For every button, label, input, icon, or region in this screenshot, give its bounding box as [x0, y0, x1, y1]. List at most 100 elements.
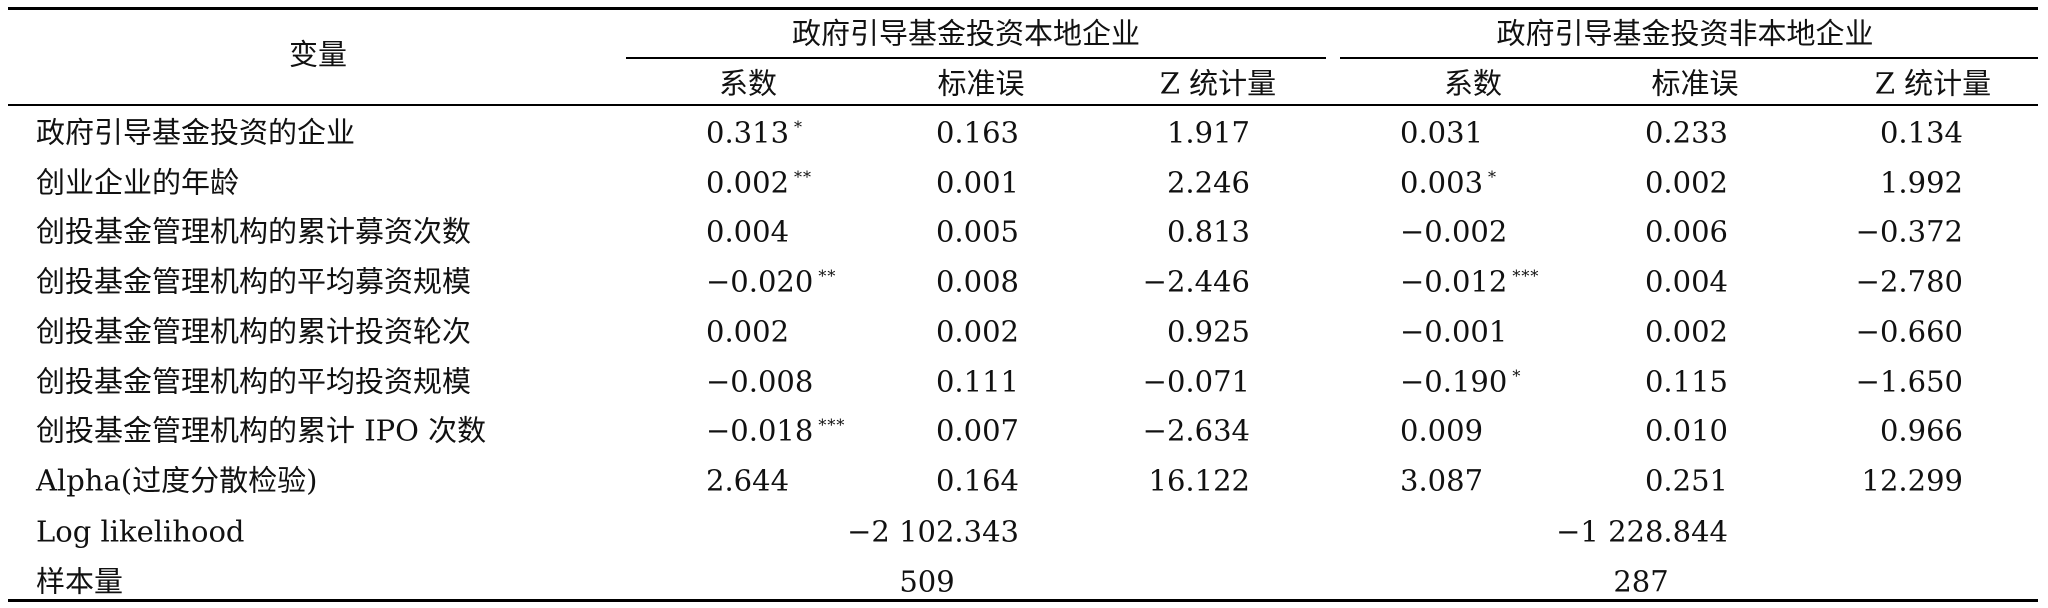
cell-local-coef: 2.644 [706, 463, 794, 498]
cell-nonlocal-z: 0.134 [1879, 115, 1963, 150]
row-label: 政府引导基金投资的企业 [36, 115, 356, 150]
header-local-se: 标准误 [937, 66, 1025, 101]
cell-nonlocal-se: 0.010 [1644, 413, 1728, 448]
coef-value: −0.012 [1400, 264, 1508, 299]
cell-nonlocal-se: 0.251 [1644, 463, 1728, 498]
cell-nonlocal-z: 12.299 [1861, 463, 1963, 498]
cell-nonlocal-coef: −0.012 *** [1400, 264, 1540, 299]
cell-nonlocal-z: 1.992 [1879, 165, 1963, 200]
coef-value: −0.020 [706, 264, 814, 299]
cell-nonlocal-se: 0.115 [1644, 364, 1728, 399]
loglik-nonlocal: −1 228.844 [1556, 514, 1728, 549]
cell-nonlocal-coef: 3.087 [1400, 463, 1488, 498]
coef-value: −0.190 [1400, 364, 1508, 399]
cell-nonlocal-coef: 0.003 * [1400, 165, 1498, 200]
cell-local-se: 0.111 [935, 364, 1019, 399]
cell-nonlocal-z: −0.660 [1855, 314, 1963, 349]
cell-local-coef: 0.002 ** [706, 165, 813, 200]
row-label: 创投基金管理机构的累计投资轮次 [36, 314, 472, 349]
cell-local-coef: −0.008 [706, 364, 818, 399]
cell-local-se: 0.007 [935, 413, 1019, 448]
cell-nonlocal-coef: 0.009 [1400, 413, 1488, 448]
cell-local-coef: 0.004 [706, 214, 794, 249]
cell-nonlocal-se: 0.233 [1644, 115, 1728, 150]
cell-local-se: 0.005 [935, 214, 1019, 249]
coef-value: 3.087 [1400, 463, 1484, 498]
cell-nonlocal-coef: −0.002 [1400, 214, 1512, 249]
coef-value: 0.002 [706, 165, 790, 200]
cell-local-z: 0.925 [1166, 314, 1250, 349]
row-label: 创业企业的年龄 [36, 165, 240, 200]
cell-local-coef: 0.002 [706, 314, 794, 349]
cell-nonlocal-z: 0.966 [1879, 413, 1963, 448]
significance-stars: ** [794, 167, 813, 187]
loglik-label: Log likelihood [36, 514, 245, 549]
n-nonlocal: 287 [1613, 564, 1669, 599]
header-rule [8, 104, 2038, 106]
coef-value: 0.009 [1400, 413, 1484, 448]
group-local-underline [626, 57, 1326, 59]
coef-value: −0.018 [706, 413, 814, 448]
significance-stars: *** [818, 415, 846, 435]
cell-local-z: 16.122 [1148, 463, 1250, 498]
cell-local-se: 0.163 [935, 115, 1019, 150]
header-group-nonlocal: 政府引导基金投资非本地企业 [1496, 16, 1874, 51]
cell-nonlocal-se: 0.004 [1644, 264, 1728, 299]
significance-stars: * [794, 117, 804, 137]
row-label: 创投基金管理机构的平均募资规模 [36, 264, 472, 299]
cell-local-z: −0.071 [1142, 364, 1250, 399]
coef-value: −0.001 [1400, 314, 1508, 349]
cell-nonlocal-se: 0.002 [1644, 165, 1728, 200]
coef-value: 0.004 [706, 214, 790, 249]
cell-local-z: −2.446 [1142, 264, 1250, 299]
cell-local-z: 1.917 [1166, 115, 1250, 150]
coef-value: −0.008 [706, 364, 814, 399]
header-nonlocal-se: 标准误 [1651, 66, 1739, 101]
cell-local-z: −2.634 [1142, 413, 1250, 448]
bottom-rule [8, 599, 2038, 602]
cell-local-z: 2.246 [1166, 165, 1250, 200]
header-local-z: Z 统计量 [1159, 66, 1277, 101]
significance-stars: *** [1512, 266, 1540, 286]
cell-local-se: 0.002 [935, 314, 1019, 349]
header-local-coef: 系数 [718, 66, 778, 101]
cell-nonlocal-se: 0.002 [1644, 314, 1728, 349]
header-nonlocal-z: Z 统计量 [1874, 66, 1992, 101]
cell-local-coef: −0.018 *** [706, 413, 846, 448]
header-variable: 变量 [288, 37, 348, 72]
significance-stars: * [1512, 366, 1522, 386]
row-label: 创投基金管理机构的平均投资规模 [36, 364, 472, 399]
group-nonlocal-underline [1340, 57, 2038, 59]
cell-local-coef: −0.020 ** [706, 264, 837, 299]
row-label: 创投基金管理机构的累计 IPO 次数 [36, 413, 487, 448]
significance-stars: ** [818, 266, 837, 286]
cell-local-se: 0.164 [935, 463, 1019, 498]
header-nonlocal-coef: 系数 [1443, 66, 1503, 101]
cell-nonlocal-z: −1.650 [1855, 364, 1963, 399]
n-local: 509 [899, 564, 955, 599]
n-label: 样本量 [36, 564, 124, 599]
coef-value: −0.002 [1400, 214, 1508, 249]
header-group-local: 政府引导基金投资本地企业 [791, 16, 1141, 51]
cell-local-se: 0.001 [935, 165, 1019, 200]
cell-nonlocal-coef: −0.001 [1400, 314, 1512, 349]
top-rule [8, 7, 2038, 10]
coef-value: 0.003 [1400, 165, 1484, 200]
coef-value: 0.002 [706, 314, 790, 349]
row-label: 创投基金管理机构的累计募资次数 [36, 214, 472, 249]
cell-local-coef: 0.313 * [706, 115, 804, 150]
loglik-local: −2 102.343 [847, 514, 1019, 549]
cell-local-se: 0.008 [935, 264, 1019, 299]
row-label: Alpha(过度分散检验) [36, 463, 318, 498]
cell-nonlocal-coef: 0.031 [1400, 115, 1488, 150]
coef-value: 0.031 [1400, 115, 1484, 150]
coef-value: 2.644 [706, 463, 790, 498]
cell-local-z: 0.813 [1166, 214, 1250, 249]
cell-nonlocal-z: −2.780 [1855, 264, 1963, 299]
cell-nonlocal-se: 0.006 [1644, 214, 1728, 249]
cell-nonlocal-coef: −0.190 * [1400, 364, 1522, 399]
regression-table: 变量 政府引导基金投资本地企业 政府引导基金投资非本地企业 系数 标准误 Z 统… [8, 0, 2038, 608]
significance-stars: * [1488, 167, 1498, 187]
cell-nonlocal-z: −0.372 [1855, 214, 1963, 249]
coef-value: 0.313 [706, 115, 790, 150]
